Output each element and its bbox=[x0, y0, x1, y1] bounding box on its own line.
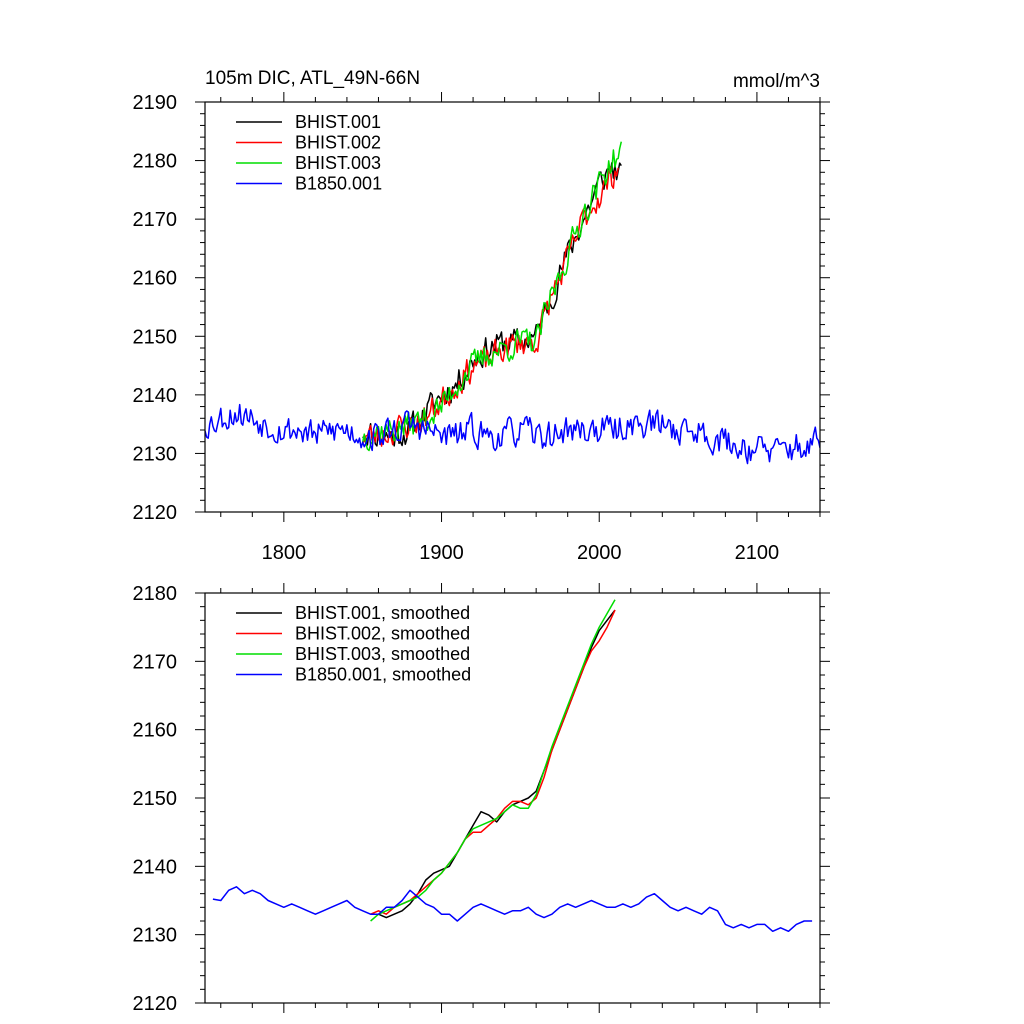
series-line-4 bbox=[205, 403, 820, 465]
plot-frame bbox=[204, 101, 821, 513]
y-tick-label: 2130 bbox=[133, 925, 178, 947]
series-line-1 bbox=[362, 162, 622, 447]
legend-label: BHIST.002, smoothed bbox=[295, 624, 470, 644]
legend-label: BHIST.003, smoothed bbox=[295, 644, 470, 664]
x-tick-label: 1900 bbox=[419, 542, 464, 564]
series-lines bbox=[212, 599, 813, 933]
y-tick-label: 2180 bbox=[133, 583, 178, 605]
y-tick-label: 2170 bbox=[133, 209, 178, 231]
series-lines bbox=[205, 141, 820, 465]
legend-label: BHIST.002 bbox=[295, 133, 381, 153]
bottom-panel: 2120 2130 2140 2150 2160 2170 2180 BHIST.001, s… bbox=[133, 583, 830, 1015]
chart-title: 105m DIC, ATL_49N-66N bbox=[205, 68, 420, 89]
y-tick-label: 2140 bbox=[133, 385, 178, 407]
y-tick-label: 2170 bbox=[133, 651, 178, 673]
x-tick-label: 2100 bbox=[735, 542, 780, 564]
legend-label: BHIST.001 bbox=[295, 112, 381, 132]
series-line-3 bbox=[370, 599, 616, 922]
y-tick-label: 2190 bbox=[133, 92, 178, 114]
y-tick-label: 2180 bbox=[133, 151, 178, 173]
units-label: mmol/m^3 bbox=[733, 71, 820, 92]
legend-label: B1850.001, smoothed bbox=[295, 665, 471, 685]
legend-label: B1850.001 bbox=[295, 174, 382, 194]
y-tick-label: 2160 bbox=[133, 720, 178, 742]
y-tick-label: 2160 bbox=[133, 268, 178, 290]
series-line-4 bbox=[212, 886, 813, 933]
top-panel: 2120 2130 2140 2150 2160 2170 2180 2190 1800 1900… bbox=[133, 68, 830, 564]
y-tick-label: 2120 bbox=[133, 993, 178, 1015]
y-tick-label: 2150 bbox=[133, 788, 178, 810]
legend-label: BHIST.001, smoothed bbox=[295, 603, 470, 623]
legend-label: BHIST.003 bbox=[295, 153, 381, 173]
y-tick-label: 2120 bbox=[133, 502, 178, 524]
x-tick-label: 1800 bbox=[262, 542, 307, 564]
y-tick-label: 2140 bbox=[133, 856, 178, 878]
series-line-2 bbox=[362, 166, 619, 447]
y-tick-label: 2150 bbox=[133, 326, 178, 348]
y-tick-label: 2130 bbox=[133, 443, 178, 465]
x-tick-label: 2000 bbox=[577, 542, 622, 564]
series-line-3 bbox=[361, 141, 623, 452]
